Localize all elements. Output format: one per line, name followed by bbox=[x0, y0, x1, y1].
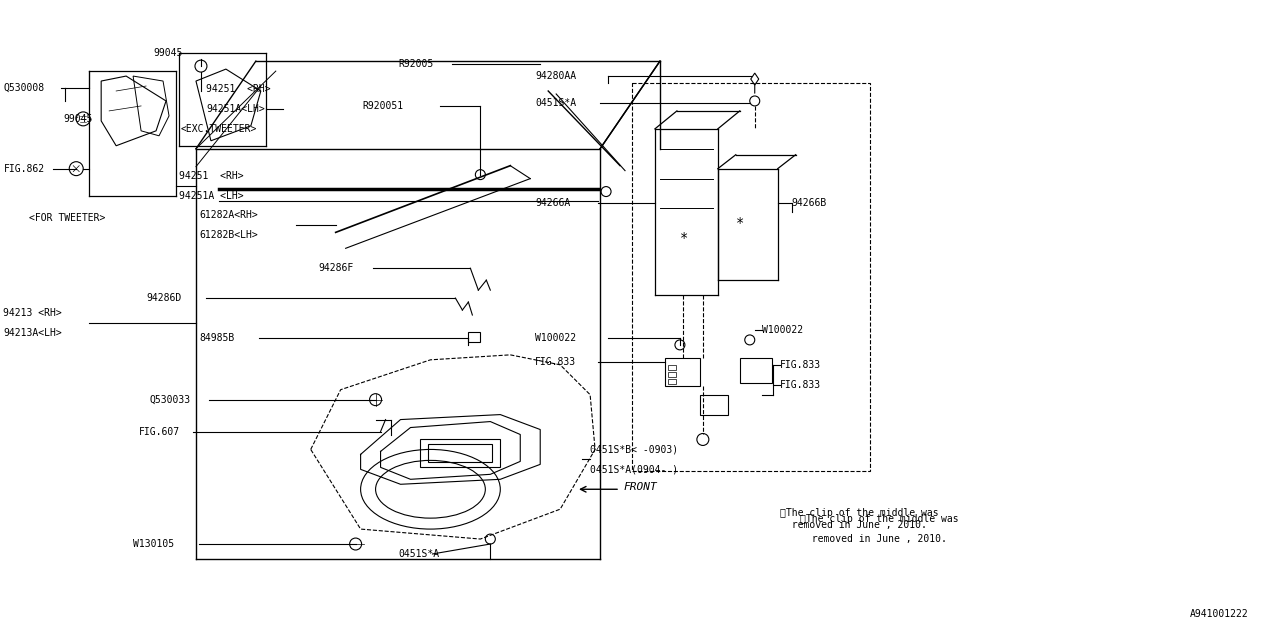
Text: R92005: R92005 bbox=[398, 59, 434, 69]
Text: Q530033: Q530033 bbox=[148, 395, 191, 404]
Text: removed in June , 2010.: removed in June , 2010. bbox=[800, 534, 946, 544]
Text: FRONT: FRONT bbox=[623, 483, 657, 492]
Text: 0451S*A: 0451S*A bbox=[535, 98, 576, 108]
Bar bbox=[668, 365, 676, 370]
Bar bbox=[632, 83, 869, 471]
Bar bbox=[429, 444, 493, 462]
Text: <EXC.TWEETER>: <EXC.TWEETER> bbox=[180, 124, 257, 134]
Text: 94251A <LH>: 94251A <LH> bbox=[179, 191, 243, 200]
Text: FIG.833: FIG.833 bbox=[780, 360, 820, 370]
Text: 61282B<LH>: 61282B<LH> bbox=[198, 230, 257, 241]
Text: 0451S*A(0904- ): 0451S*A(0904- ) bbox=[590, 465, 678, 474]
Text: 99045: 99045 bbox=[154, 48, 183, 58]
Text: FIG.862: FIG.862 bbox=[4, 164, 45, 173]
Text: 94266A: 94266A bbox=[535, 198, 571, 207]
Bar bbox=[664, 358, 700, 386]
Text: W130105: W130105 bbox=[133, 539, 174, 549]
Text: W100022: W100022 bbox=[535, 333, 576, 343]
Bar bbox=[668, 372, 676, 377]
Text: 94213A<LH>: 94213A<LH> bbox=[4, 328, 63, 338]
Text: *: * bbox=[736, 216, 744, 230]
Text: A941001222: A941001222 bbox=[1190, 609, 1249, 619]
Bar bbox=[700, 395, 728, 415]
Text: 94213 <RH>: 94213 <RH> bbox=[4, 308, 63, 318]
Text: 94286D: 94286D bbox=[146, 293, 182, 303]
Text: 99045: 99045 bbox=[63, 114, 92, 124]
Bar bbox=[468, 332, 480, 342]
Text: W100022: W100022 bbox=[762, 325, 803, 335]
Text: 94251A<LH>: 94251A<LH> bbox=[206, 104, 265, 114]
Text: ※The clip of the middle was
  removed in June , 2010.: ※The clip of the middle was removed in J… bbox=[780, 508, 938, 530]
Text: 94280AA: 94280AA bbox=[535, 71, 576, 81]
Text: R920051: R920051 bbox=[362, 101, 403, 111]
Text: FIG.833: FIG.833 bbox=[535, 357, 576, 367]
Text: FIG.607: FIG.607 bbox=[140, 426, 180, 436]
Text: 94251  <RH>: 94251 <RH> bbox=[179, 171, 243, 180]
Text: FIG.833: FIG.833 bbox=[780, 380, 820, 390]
Text: 84985B: 84985B bbox=[198, 333, 234, 343]
Text: <FOR TWEETER>: <FOR TWEETER> bbox=[29, 214, 106, 223]
Bar bbox=[420, 440, 500, 467]
Text: 0451S*A: 0451S*A bbox=[398, 549, 439, 559]
Text: ※The clip of the middle was: ※The clip of the middle was bbox=[800, 514, 959, 524]
Bar bbox=[740, 358, 772, 383]
Text: 0451S*B< -0903): 0451S*B< -0903) bbox=[590, 444, 678, 454]
Bar bbox=[668, 379, 676, 384]
Text: Q530008: Q530008 bbox=[4, 83, 45, 93]
Text: 94286F: 94286F bbox=[319, 263, 355, 273]
Text: 94251  <RH>: 94251 <RH> bbox=[206, 84, 270, 94]
Text: *: * bbox=[680, 231, 689, 245]
Text: 94266B: 94266B bbox=[791, 198, 827, 207]
Text: 61282A<RH>: 61282A<RH> bbox=[198, 211, 257, 220]
